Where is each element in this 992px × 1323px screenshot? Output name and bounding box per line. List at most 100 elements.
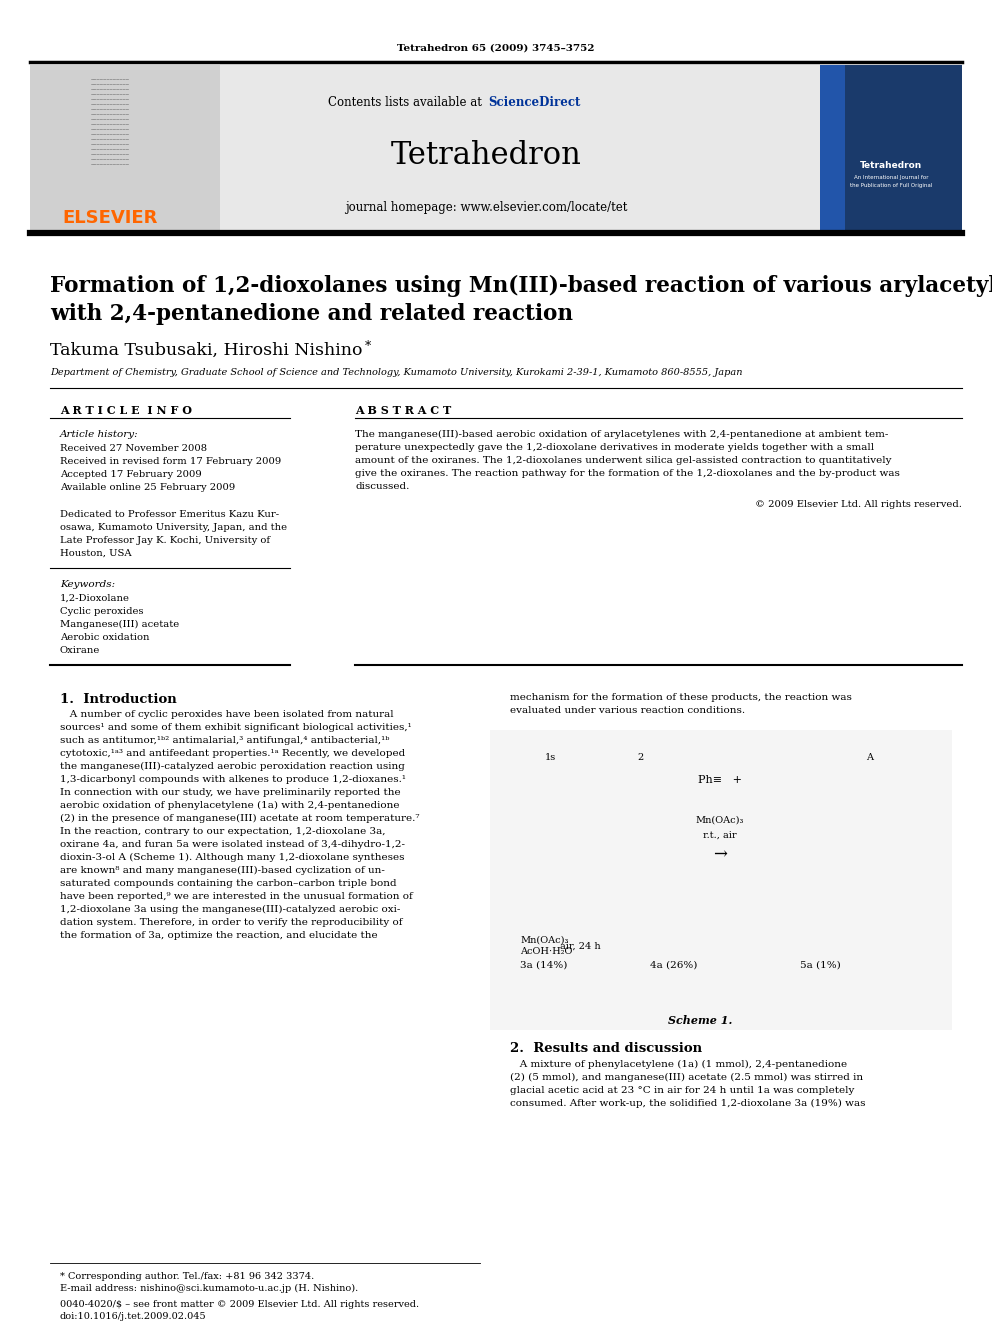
Text: ~~~~~~~~~~~~: ~~~~~~~~~~~~ bbox=[90, 152, 130, 157]
Text: E-mail address: nishino@sci.kumamoto-u.ac.jp (H. Nishino).: E-mail address: nishino@sci.kumamoto-u.a… bbox=[60, 1285, 358, 1293]
Text: Received in revised form 17 February 2009: Received in revised form 17 February 200… bbox=[60, 456, 282, 466]
Text: mechanism for the formation of these products, the reaction was: mechanism for the formation of these pro… bbox=[510, 693, 852, 703]
Text: aerobic oxidation of phenylacetylene (1a) with 2,4-pentanedione: aerobic oxidation of phenylacetylene (1a… bbox=[60, 800, 400, 810]
Text: (2) (5 mmol), and manganese(III) acetate (2.5 mmol) was stirred in: (2) (5 mmol), and manganese(III) acetate… bbox=[510, 1073, 863, 1082]
Text: ~~~~~~~~~~~~: ~~~~~~~~~~~~ bbox=[90, 143, 130, 147]
Text: The manganese(III)-based aerobic oxidation of arylacetylenes with 2,4-pentanedio: The manganese(III)-based aerobic oxidati… bbox=[355, 430, 889, 439]
Text: 1s: 1s bbox=[545, 754, 556, 762]
Text: 0040-4020/$ – see front matter © 2009 Elsevier Ltd. All rights reserved.: 0040-4020/$ – see front matter © 2009 El… bbox=[60, 1301, 420, 1308]
Text: AcOH·H₂O: AcOH·H₂O bbox=[520, 947, 572, 957]
Text: (2) in the presence of manganese(III) acetate at room temperature.⁷: (2) in the presence of manganese(III) ac… bbox=[60, 814, 420, 823]
Text: amount of the oxiranes. The 1,2-dioxolanes underwent silica gel-assisted contrac: amount of the oxiranes. The 1,2-dioxolan… bbox=[355, 456, 892, 464]
Text: Department of Chemistry, Graduate School of Science and Technology, Kumamoto Uni: Department of Chemistry, Graduate School… bbox=[50, 368, 742, 377]
Bar bbox=[490, 730, 952, 1031]
Text: Keywords:: Keywords: bbox=[60, 579, 115, 589]
Text: →: → bbox=[713, 847, 727, 864]
Text: ~~~~~~~~~~~~: ~~~~~~~~~~~~ bbox=[90, 132, 130, 138]
Text: 1,2-dioxolane 3a using the manganese(III)-catalyzed aerobic oxi-: 1,2-dioxolane 3a using the manganese(III… bbox=[60, 905, 401, 914]
Text: ~~~~~~~~~~~~: ~~~~~~~~~~~~ bbox=[90, 98, 130, 102]
Text: the formation of 3a, optimize the reaction, and elucidate the: the formation of 3a, optimize the reacti… bbox=[60, 931, 378, 941]
Text: osawa, Kumamoto University, Japan, and the: osawa, Kumamoto University, Japan, and t… bbox=[60, 523, 287, 532]
Text: Accepted 17 February 2009: Accepted 17 February 2009 bbox=[60, 470, 201, 479]
Text: Dedicated to Professor Emeritus Kazu Kur-: Dedicated to Professor Emeritus Kazu Kur… bbox=[60, 509, 279, 519]
Text: 3a (14%): 3a (14%) bbox=[520, 960, 567, 970]
Text: Received 27 November 2008: Received 27 November 2008 bbox=[60, 445, 207, 452]
Text: © 2009 Elsevier Ltd. All rights reserved.: © 2009 Elsevier Ltd. All rights reserved… bbox=[755, 500, 962, 509]
Text: ~~~~~~~~~~~~: ~~~~~~~~~~~~ bbox=[90, 102, 130, 107]
Bar bbox=[820, 65, 845, 230]
Text: discussed.: discussed. bbox=[355, 482, 410, 491]
Text: A B S T R A C T: A B S T R A C T bbox=[355, 405, 451, 415]
Text: Cyclic peroxides: Cyclic peroxides bbox=[60, 607, 144, 617]
Text: ELSEVIER: ELSEVIER bbox=[62, 209, 158, 228]
Text: Takuma Tsubusaki, Hiroshi Nishino: Takuma Tsubusaki, Hiroshi Nishino bbox=[50, 343, 362, 359]
Text: 4a (26%): 4a (26%) bbox=[650, 960, 697, 970]
Text: sources¹ and some of them exhibit significant biological activities,¹: sources¹ and some of them exhibit signif… bbox=[60, 722, 412, 732]
Text: Available online 25 February 2009: Available online 25 February 2009 bbox=[60, 483, 235, 492]
Text: Late Professor Jay K. Kochi, University of: Late Professor Jay K. Kochi, University … bbox=[60, 536, 270, 545]
Text: the manganese(III)-catalyzed aerobic peroxidation reaction using: the manganese(III)-catalyzed aerobic per… bbox=[60, 762, 405, 771]
Text: 1,2-Dioxolane: 1,2-Dioxolane bbox=[60, 594, 130, 603]
Bar bbox=[30, 65, 962, 230]
Text: ~~~~~~~~~~~~: ~~~~~~~~~~~~ bbox=[90, 138, 130, 143]
Text: Ph≡   +: Ph≡ + bbox=[698, 775, 742, 785]
Text: ~~~~~~~~~~~~: ~~~~~~~~~~~~ bbox=[90, 107, 130, 112]
Text: * Corresponding author. Tel./fax: +81 96 342 3374.: * Corresponding author. Tel./fax: +81 96… bbox=[60, 1271, 314, 1281]
Text: 2.  Results and discussion: 2. Results and discussion bbox=[510, 1043, 702, 1054]
Bar bbox=[820, 65, 962, 230]
Text: have been reported,⁹ we are interested in the unusual formation of: have been reported,⁹ we are interested i… bbox=[60, 892, 413, 901]
Text: 2: 2 bbox=[637, 754, 643, 762]
Text: air, 24 h: air, 24 h bbox=[560, 942, 600, 950]
Text: ~~~~~~~~~~~~: ~~~~~~~~~~~~ bbox=[90, 163, 130, 168]
Text: saturated compounds containing the carbon–carbon triple bond: saturated compounds containing the carbo… bbox=[60, 878, 397, 888]
Text: Manganese(III) acetate: Manganese(III) acetate bbox=[60, 620, 180, 630]
Text: with 2,4-pentanedione and related reaction: with 2,4-pentanedione and related reacti… bbox=[50, 303, 573, 325]
Text: give the oxiranes. The reaction pathway for the formation of the 1,2-dioxolanes : give the oxiranes. The reaction pathway … bbox=[355, 468, 900, 478]
Text: In connection with our study, we have preliminarily reported the: In connection with our study, we have pr… bbox=[60, 789, 401, 796]
Text: the Publication of Full Original: the Publication of Full Original bbox=[850, 183, 932, 188]
Text: Mn(OAc)₃: Mn(OAc)₃ bbox=[695, 815, 744, 824]
Text: 1,3-dicarbonyl compounds with alkenes to produce 1,2-dioxanes.¹: 1,3-dicarbonyl compounds with alkenes to… bbox=[60, 775, 406, 785]
Text: evaluated under various reaction conditions.: evaluated under various reaction conditi… bbox=[510, 706, 745, 714]
Text: r.t., air: r.t., air bbox=[703, 831, 737, 840]
Text: A mixture of phenylacetylene (1a) (1 mmol), 2,4-pentanedione: A mixture of phenylacetylene (1a) (1 mmo… bbox=[510, 1060, 847, 1069]
Text: Formation of 1,2-dioxolanes using Mn(III)-based reaction of various arylacetylen: Formation of 1,2-dioxolanes using Mn(III… bbox=[50, 275, 992, 298]
Text: perature unexpectedly gave the 1,2-dioxolane derivatives in moderate yields toge: perature unexpectedly gave the 1,2-dioxo… bbox=[355, 443, 874, 452]
Text: cytotoxic,¹ᵃ³ and antifeedant properties.¹ᵃ Recently, we developed: cytotoxic,¹ᵃ³ and antifeedant properties… bbox=[60, 749, 406, 758]
Text: are known⁸ and many manganese(III)-based cyclization of un-: are known⁸ and many manganese(III)-based… bbox=[60, 867, 385, 875]
Text: dioxin-3-ol A (Scheme 1). Although many 1,2-dioxolane syntheses: dioxin-3-ol A (Scheme 1). Although many … bbox=[60, 853, 405, 863]
Text: A: A bbox=[866, 754, 874, 762]
Text: *: * bbox=[365, 340, 371, 353]
Text: In the reaction, contrary to our expectation, 1,2-dioxolane 3a,: In the reaction, contrary to our expecta… bbox=[60, 827, 386, 836]
Text: ~~~~~~~~~~~~: ~~~~~~~~~~~~ bbox=[90, 78, 130, 82]
Text: glacial acetic acid at 23 °C in air for 24 h until 1a was completely: glacial acetic acid at 23 °C in air for … bbox=[510, 1086, 854, 1095]
Text: Houston, USA: Houston, USA bbox=[60, 549, 132, 558]
Text: journal homepage: www.elsevier.com/locate/tet: journal homepage: www.elsevier.com/locat… bbox=[345, 201, 627, 213]
Text: Oxirane: Oxirane bbox=[60, 646, 100, 655]
Text: ~~~~~~~~~~~~: ~~~~~~~~~~~~ bbox=[90, 123, 130, 127]
Text: ~~~~~~~~~~~~: ~~~~~~~~~~~~ bbox=[90, 93, 130, 98]
Text: Article history:: Article history: bbox=[60, 430, 139, 439]
Text: ~~~~~~~~~~~~: ~~~~~~~~~~~~ bbox=[90, 127, 130, 132]
Text: ~~~~~~~~~~~~: ~~~~~~~~~~~~ bbox=[90, 87, 130, 93]
Text: 1.  Introduction: 1. Introduction bbox=[60, 693, 177, 706]
Text: ~~~~~~~~~~~~: ~~~~~~~~~~~~ bbox=[90, 118, 130, 123]
Text: ~~~~~~~~~~~~: ~~~~~~~~~~~~ bbox=[90, 82, 130, 87]
Text: Mn(OAc)₃: Mn(OAc)₃ bbox=[520, 935, 568, 945]
Text: Scheme 1.: Scheme 1. bbox=[668, 1015, 732, 1025]
Text: ~~~~~~~~~~~~: ~~~~~~~~~~~~ bbox=[90, 147, 130, 152]
Text: ~~~~~~~~~~~~: ~~~~~~~~~~~~ bbox=[90, 157, 130, 163]
Text: ~~~~~~~~~~~~: ~~~~~~~~~~~~ bbox=[90, 112, 130, 118]
Text: 5a (1%): 5a (1%) bbox=[800, 960, 841, 970]
Text: ScienceDirect: ScienceDirect bbox=[488, 95, 580, 108]
Text: Tetrahedron: Tetrahedron bbox=[391, 139, 581, 171]
Text: Tetrahedron 65 (2009) 3745–3752: Tetrahedron 65 (2009) 3745–3752 bbox=[397, 44, 595, 53]
Text: consumed. After work-up, the solidified 1,2-dioxolane 3a (19%) was: consumed. After work-up, the solidified … bbox=[510, 1099, 865, 1109]
Text: Contents lists available at: Contents lists available at bbox=[328, 95, 486, 108]
Text: A number of cyclic peroxides have been isolated from natural: A number of cyclic peroxides have been i… bbox=[60, 710, 394, 718]
Text: dation system. Therefore, in order to verify the reproducibility of: dation system. Therefore, in order to ve… bbox=[60, 918, 403, 927]
Bar bbox=[30, 65, 220, 230]
Text: such as antitumor,¹ᵇ² antimalarial,³ antifungal,⁴ antibacterial,¹ᵇ: such as antitumor,¹ᵇ² antimalarial,³ ant… bbox=[60, 736, 390, 745]
Text: oxirane 4a, and furan 5a were isolated instead of 3,4-dihydro-1,2-: oxirane 4a, and furan 5a were isolated i… bbox=[60, 840, 405, 849]
Text: Tetrahedron: Tetrahedron bbox=[860, 160, 923, 169]
